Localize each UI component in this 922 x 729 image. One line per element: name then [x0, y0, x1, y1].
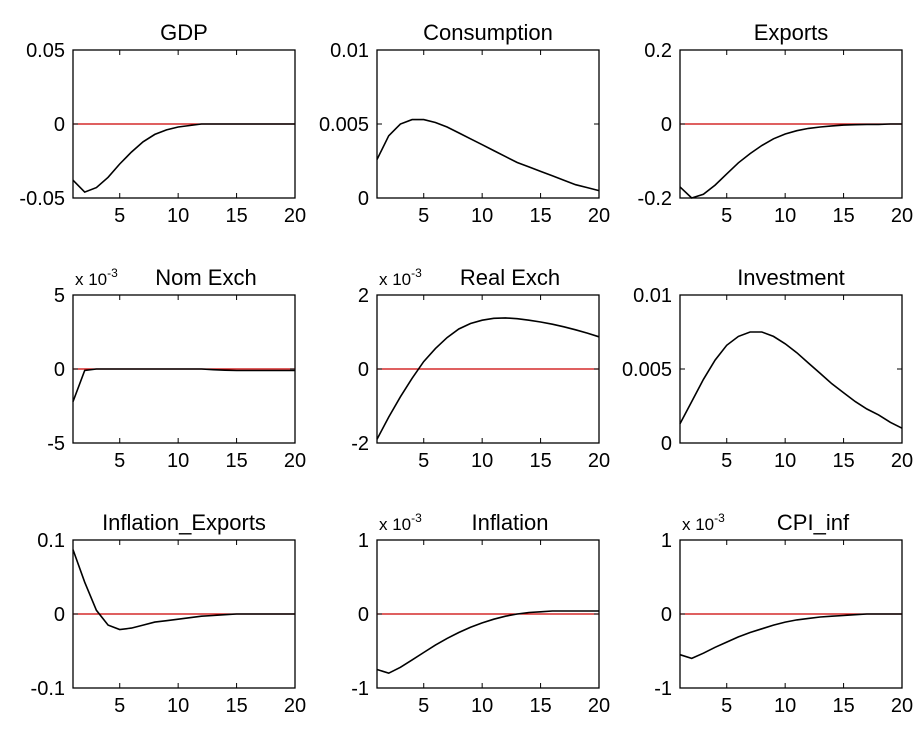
y-tick-label: 0	[661, 604, 672, 626]
x-tick-label: 5	[721, 695, 732, 717]
x-tick-label: 15	[529, 205, 551, 227]
axis-multiplier: x 10-3	[682, 511, 725, 534]
axis-multiplier: x 10-3	[379, 266, 422, 289]
x-tick-label: 20	[284, 450, 306, 472]
x-tick-label: 20	[891, 205, 913, 227]
y-tick-label: 0.005	[319, 114, 369, 136]
plot-frame	[679, 294, 903, 444]
x-tick-label: 10	[774, 450, 796, 472]
subplot-1: 0.01 0.005 0 5 10 15 20 Consumption	[319, 20, 610, 227]
y-tick-label: 0.2	[644, 40, 672, 62]
subplot-title: Nom Exch	[155, 265, 256, 290]
y-tick-label: -0.1	[31, 678, 65, 700]
x-tick-label: 10	[774, 205, 796, 227]
series-line	[376, 118, 600, 192]
x-tick-label: 20	[588, 695, 610, 717]
x-tick-label: 5	[114, 450, 125, 472]
x-tick-label: 10	[471, 205, 493, 227]
x-tick-label: 5	[418, 450, 429, 472]
x-tick-label: 5	[418, 205, 429, 227]
plot-frame	[376, 49, 600, 199]
y-tick-label: 0	[358, 604, 369, 626]
y-tick-label: 0.05	[26, 40, 65, 62]
y-tick-label: 0	[661, 433, 672, 455]
x-tick-label: 20	[891, 695, 913, 717]
y-tick-label: 0.1	[37, 530, 65, 552]
y-tick-label: 0.01	[330, 40, 369, 62]
x-tick-label: 20	[284, 695, 306, 717]
y-tick-label: 0	[358, 359, 369, 381]
x-tick-label: 15	[225, 450, 247, 472]
x-tick-label: 15	[832, 450, 854, 472]
x-tick-label: 10	[167, 695, 189, 717]
x-tick-label: 15	[225, 695, 247, 717]
y-tick-label: -0.05	[19, 188, 65, 210]
series-line	[72, 123, 295, 194]
x-tick-label: 10	[167, 450, 189, 472]
x-tick-label: 20	[588, 205, 610, 227]
y-tick-label: -2	[351, 433, 369, 455]
axis-multiplier: x 10-3	[379, 511, 422, 534]
x-tick-label: 15	[529, 695, 551, 717]
y-tick-label: 2	[358, 285, 369, 307]
axis-multiplier: x 10-3	[75, 266, 118, 289]
x-tick-label: 15	[832, 205, 854, 227]
subplot-title: Exports	[754, 20, 829, 45]
y-tick-label: 0	[54, 359, 65, 381]
x-tick-label: 15	[832, 695, 854, 717]
subplot-title: Consumption	[423, 20, 553, 45]
x-tick-label: 15	[529, 450, 551, 472]
subplot-6: 0.1 0 -0.1 5 10 15 20 Inflation_Exports	[31, 510, 307, 717]
series-line	[72, 549, 295, 631]
y-tick-label: -1	[654, 678, 672, 700]
y-tick-label: -5	[47, 433, 65, 455]
x-tick-label: 5	[114, 205, 125, 227]
series-line	[376, 317, 600, 440]
series-line	[376, 610, 599, 675]
x-tick-label: 20	[284, 205, 306, 227]
x-tick-label: 5	[114, 695, 125, 717]
y-tick-label: 0.01	[633, 285, 672, 307]
series-line	[679, 613, 902, 660]
y-tick-label: 0	[661, 114, 672, 136]
y-tick-label: 1	[661, 530, 672, 552]
subplot-title: Inflation_Exports	[102, 510, 266, 535]
x-tick-label: 10	[774, 695, 796, 717]
subplot-3: 5 0 -5 5 10 15 20 Nom Exch x 10-3	[47, 265, 306, 472]
subplot-title: Real Exch	[460, 265, 560, 290]
x-tick-label: 5	[721, 450, 732, 472]
x-tick-label: 10	[167, 205, 189, 227]
subplot-2: 0.2 0 -0.2 5 10 15 20 Exports	[638, 20, 914, 227]
x-tick-label: 15	[225, 205, 247, 227]
y-tick-label: 5	[54, 285, 65, 307]
subplot-title: CPI_inf	[777, 510, 850, 535]
subplot-title: GDP	[160, 20, 208, 45]
y-tick-label: 0	[358, 188, 369, 210]
y-tick-label: -1	[351, 678, 369, 700]
x-tick-label: 10	[471, 450, 493, 472]
x-tick-label: 20	[891, 450, 913, 472]
y-tick-label: -0.2	[638, 188, 672, 210]
x-tick-label: 20	[588, 450, 610, 472]
series-line	[72, 368, 295, 402]
subplot-title: Inflation	[471, 510, 548, 535]
series-line	[679, 331, 903, 429]
series-line	[679, 123, 902, 199]
subplot-5: 0.01 0.005 0 5 10 15 20 Investment	[622, 265, 913, 472]
x-tick-label: 5	[721, 205, 732, 227]
subplot-title: Investment	[737, 265, 845, 290]
y-tick-label: 0	[54, 114, 65, 136]
y-tick-label: 0	[54, 604, 65, 626]
x-tick-label: 5	[418, 695, 429, 717]
y-tick-label: 1	[358, 530, 369, 552]
y-tick-label: 0.005	[622, 359, 672, 381]
subplot-0: 0.05 0 -0.05 5 10 15 20 GDP	[19, 20, 306, 227]
x-tick-label: 10	[471, 695, 493, 717]
